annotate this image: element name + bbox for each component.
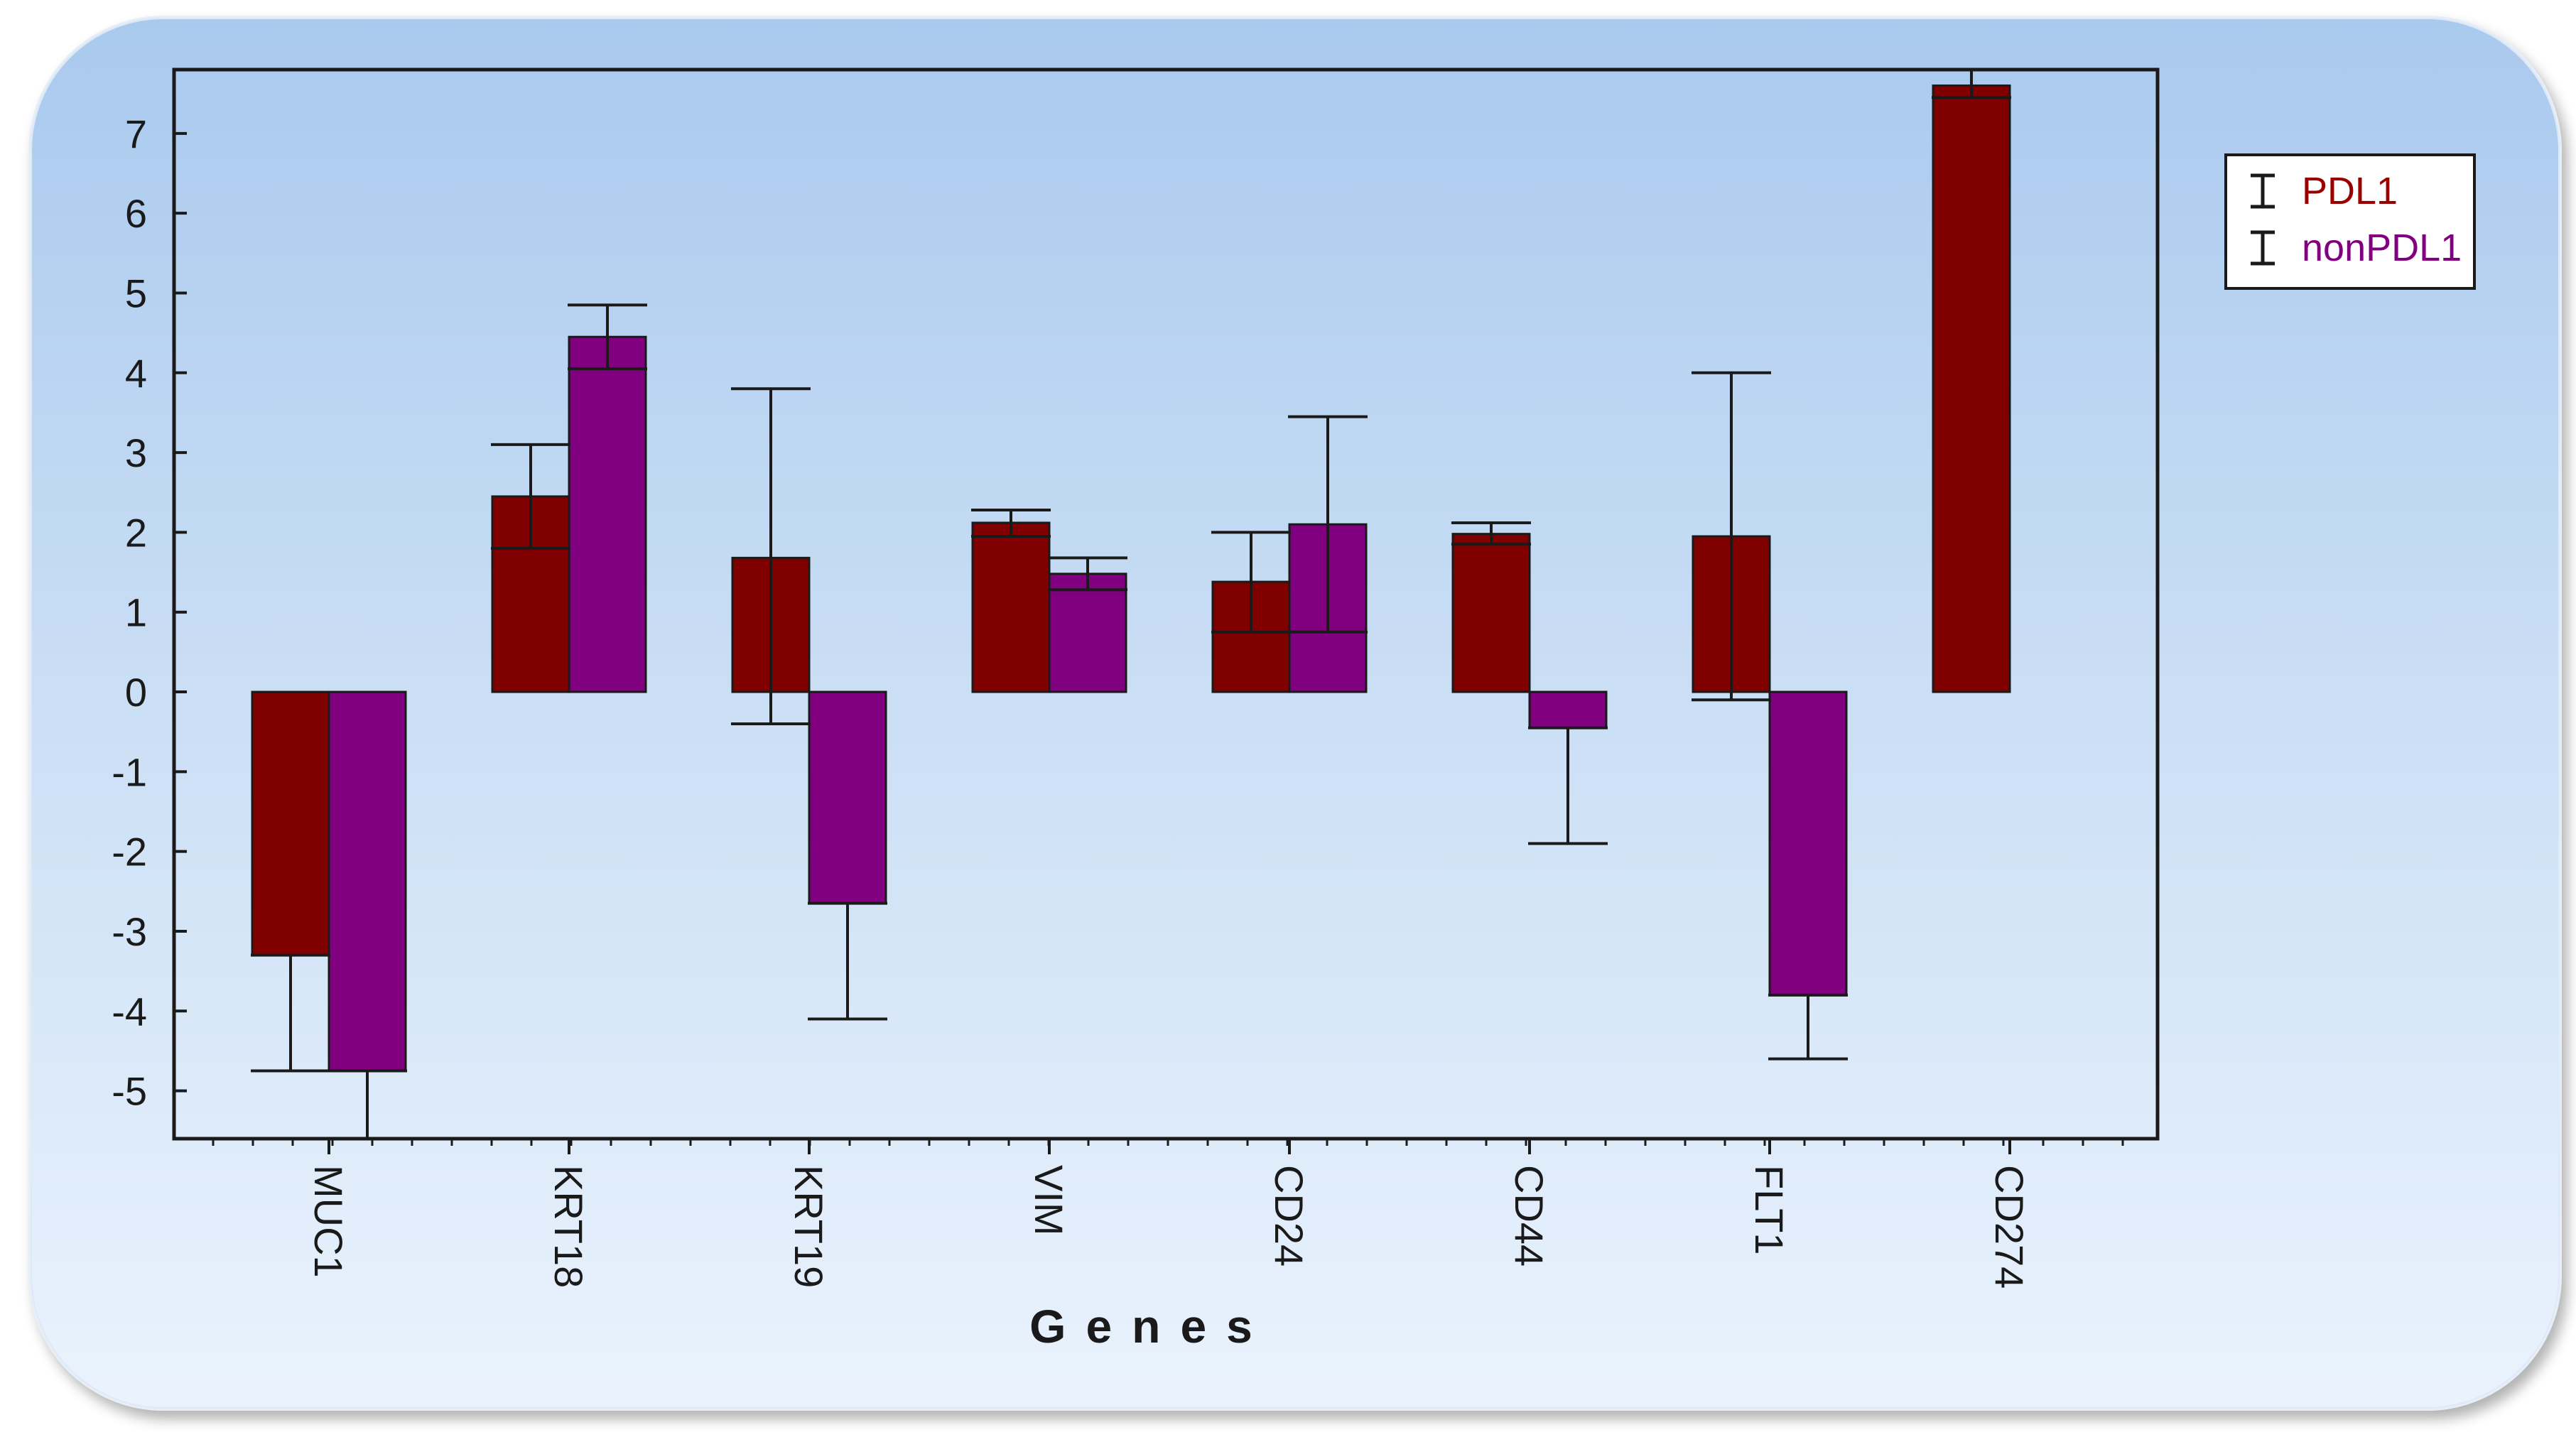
bar-nonpdl1-muc1 — [328, 690, 407, 1073]
legend-label-nonpdl1: nonPDL1 — [2302, 227, 2462, 269]
legend: PDL1 nonPDL1 — [2224, 153, 2476, 290]
x-category-label: CD24 — [1267, 1165, 1311, 1267]
legend-label-pdl1: PDL1 — [2302, 170, 2398, 212]
y-tick-label: -2 — [112, 830, 147, 874]
bar-nonpdl1-krt19 — [808, 690, 887, 905]
bar-nonpdl1-krt18 — [568, 335, 647, 693]
x-axis-title: Genes — [1029, 1300, 1272, 1352]
y-tick-label: 7 — [125, 112, 147, 156]
error-bar-pdl1-krt18 — [491, 443, 570, 550]
error-bar-pdl1-muc1 — [251, 953, 330, 1073]
y-tick-label: -4 — [112, 989, 147, 1034]
bar-nonpdl1-vim — [1048, 573, 1127, 693]
error-bar-nonpdl1-krt19 — [808, 901, 887, 1021]
bar-pdl1-cd44 — [1451, 533, 1531, 693]
bar-pdl1-muc1 — [251, 690, 330, 957]
y-tick-label: 1 — [125, 590, 147, 635]
bar-pdl1-cd274 — [1932, 84, 2011, 693]
error-bar-nonpdl1-muc1 — [328, 1069, 407, 1139]
error-bar-pdl1-krt19 — [731, 387, 811, 725]
bar-pdl1-vim — [971, 521, 1051, 693]
error-bar-pdl1-cd24 — [1211, 531, 1291, 634]
y-tick-label: -5 — [112, 1069, 147, 1114]
y-tick-label: -1 — [112, 749, 147, 794]
error-bar-nonpdl1-cd24 — [1288, 415, 1368, 634]
error-bar-pdl1-flt1 — [1692, 371, 1771, 702]
x-category-label: CD44 — [1507, 1165, 1552, 1267]
x-category-label: KRT18 — [546, 1165, 591, 1288]
x-category-label: VIM — [1027, 1165, 1071, 1236]
legend-marker-nonpdl1 — [2251, 230, 2275, 266]
y-tick-label: 6 — [125, 191, 147, 236]
x-category-label: CD274 — [1987, 1165, 2032, 1289]
error-bar-pdl1-cd274 — [1932, 67, 2011, 99]
y-tick-label: 5 — [125, 271, 147, 315]
y-tick-label: -3 — [112, 909, 147, 954]
y-tick-label: 3 — [125, 430, 147, 475]
plot-border — [172, 67, 2160, 1141]
error-bar-nonpdl1-cd44 — [1528, 726, 1608, 845]
x-category-label: MUC1 — [306, 1165, 351, 1278]
legend-marker-pdl1 — [2251, 173, 2275, 209]
error-bar-nonpdl1-krt18 — [568, 303, 647, 371]
chart-frame — [28, 16, 2562, 1411]
y-tick-label: 4 — [125, 351, 147, 396]
error-bar-nonpdl1-vim — [1048, 556, 1127, 592]
x-category-label: FLT1 — [1747, 1165, 1792, 1255]
y-tick-label: 2 — [125, 510, 147, 555]
error-bar-pdl1-vim — [971, 508, 1051, 538]
bar-nonpdl1-flt1 — [1768, 690, 1848, 997]
bar-nonpdl1-cd44 — [1528, 690, 1608, 730]
error-bar-nonpdl1-flt1 — [1768, 993, 1848, 1061]
y-tick-label: 0 — [125, 670, 147, 715]
error-bar-pdl1-cd44 — [1451, 521, 1531, 546]
x-category-label: KRT19 — [786, 1165, 831, 1288]
